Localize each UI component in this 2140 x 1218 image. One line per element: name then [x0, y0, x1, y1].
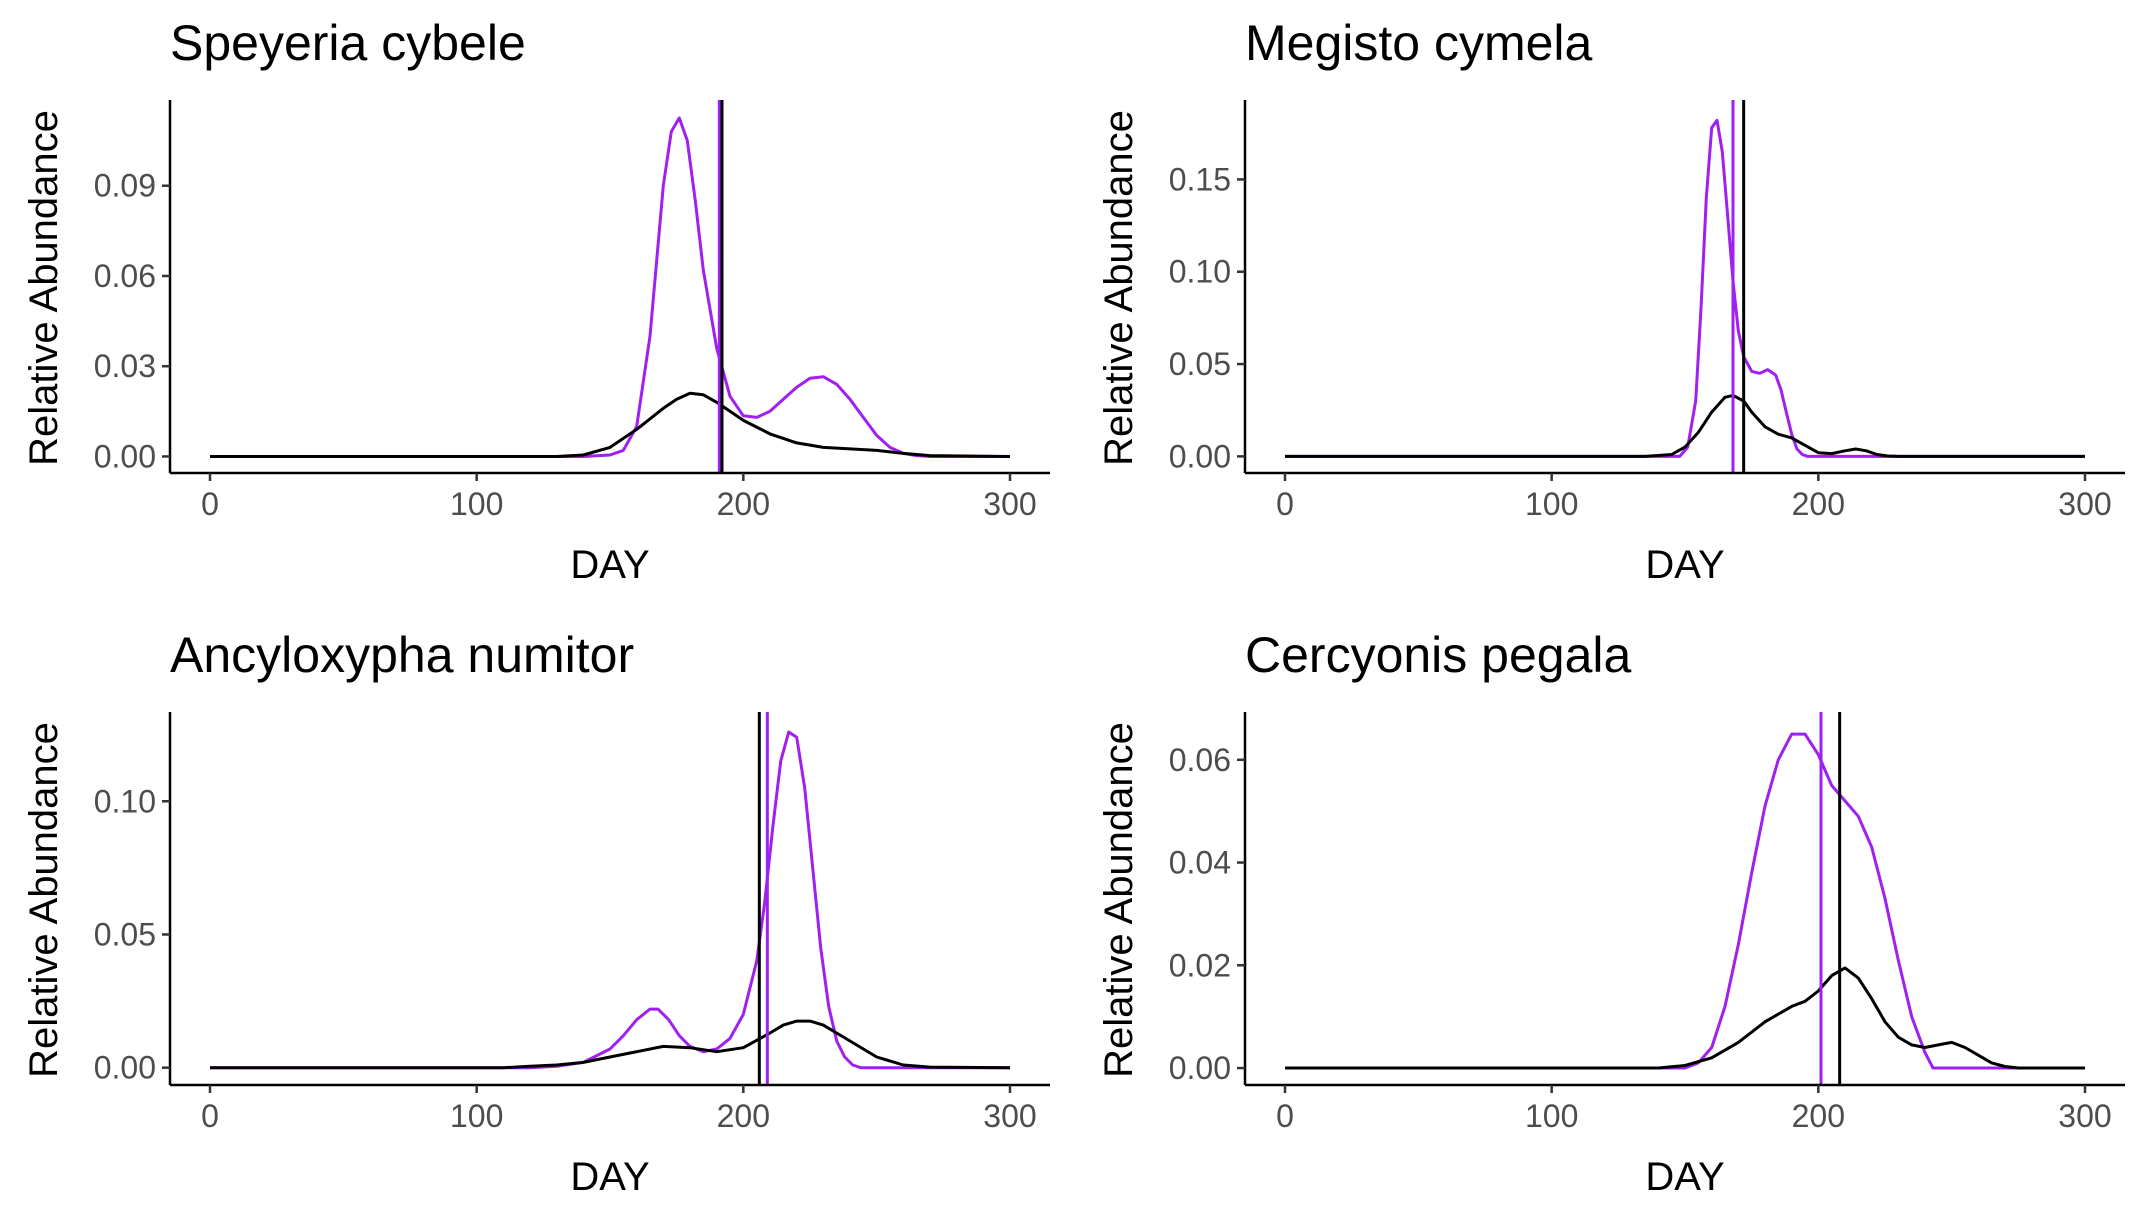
y-tick-label: 0.04	[1169, 845, 1231, 881]
x-axis-title: DAY	[1645, 543, 1724, 587]
density-curve-series-2	[1285, 393, 2085, 458]
y-tick-label: 0.03	[94, 348, 156, 384]
x-tick-label: 0	[201, 486, 219, 522]
panel-title: Ancyloxypha numitor	[170, 627, 634, 683]
plot-area: 0 100 200 300 0.00 0.05 0.10	[94, 712, 1050, 1134]
y-axis-title: Relative Abundance	[1097, 110, 1141, 466]
y-tick-label: 0.00	[1169, 438, 1231, 474]
panel-speyeria-cybele: Speyeria cybele 0 100 200 300 0.00 0.03 0.06 0.…	[22, 15, 1050, 587]
x-tick-label: 100	[1525, 1098, 1578, 1134]
plot-area: 0 100 200 300 0.00 0.02 0.04 0.06	[1169, 712, 2125, 1134]
x-tick-label: 0	[1276, 486, 1294, 522]
density-curve-series-1	[1285, 118, 2085, 458]
x-axis-title: DAY	[570, 1155, 649, 1199]
y-tick-label: 0.09	[94, 168, 156, 204]
density-curve-series-2	[1285, 966, 2085, 1070]
x-tick-label: 200	[1792, 1098, 1845, 1134]
x-tick-label: 100	[450, 486, 503, 522]
x-tick-label: 300	[2058, 486, 2111, 522]
density-curve-series-1	[210, 730, 1010, 1070]
density-curve-series-1	[1285, 732, 2085, 1070]
y-axis-title: Relative Abundance	[22, 110, 66, 466]
y-tick-label: 0.00	[94, 438, 156, 474]
y-tick-label: 0.06	[1169, 742, 1231, 778]
y-axis-title: Relative Abundance	[22, 722, 66, 1078]
y-tick-label: 0.00	[94, 1050, 156, 1086]
density-curve-series-2	[210, 1019, 1011, 1070]
y-tick-label: 0.06	[94, 258, 156, 294]
x-tick-label: 300	[983, 486, 1036, 522]
y-tick-label: 0.15	[1169, 161, 1231, 197]
y-tick-label: 0.02	[1169, 947, 1231, 983]
y-tick-label: 0.05	[94, 916, 156, 952]
x-axis-title: DAY	[570, 543, 649, 587]
panel-ancyloxypha-numitor: Ancyloxypha numitor 0 100 200 300 0.00 0.05 0.…	[22, 627, 1050, 1199]
x-tick-label: 200	[1792, 486, 1845, 522]
x-tick-label: 0	[1276, 1098, 1294, 1134]
x-tick-label: 200	[717, 1098, 770, 1134]
y-tick-label: 0.00	[1169, 1050, 1231, 1086]
y-axis-title: Relative Abundance	[1097, 722, 1141, 1078]
x-tick-label: 0	[201, 1098, 219, 1134]
density-curve-series-1	[210, 116, 1010, 458]
panel-title: Speyeria cybele	[170, 15, 526, 71]
x-tick-label: 200	[717, 486, 770, 522]
x-tick-label: 100	[450, 1098, 503, 1134]
x-axis-title: DAY	[1645, 1155, 1724, 1199]
y-tick-label: 0.10	[94, 783, 156, 819]
panel-megisto-cymela: Megisto cymela 0 100 200 300 0.00 0.05 0.10 0.1…	[1097, 15, 2125, 587]
panel-cercyonis-pegala: Cercyonis pegala 0 100 200 3000.000.020.040…	[1097, 627, 2125, 1199]
plot-area: 0 100 200 300 0.00 0.03 0.06 0.09	[94, 100, 1050, 522]
x-tick-label: 300	[983, 1098, 1036, 1134]
panel-title: Cercyonis pegala	[1245, 627, 1632, 683]
x-tick-label: 300	[2058, 1098, 2111, 1134]
y-tick-label: 0.05	[1169, 346, 1231, 382]
x-tick-label: 100	[1525, 486, 1578, 522]
plot-area: 0 100 200 300 0.00 0.05 0.10 0.15	[1169, 100, 2125, 522]
y-tick-label: 0.10	[1169, 254, 1231, 290]
panel-title: Megisto cymela	[1245, 15, 1593, 71]
